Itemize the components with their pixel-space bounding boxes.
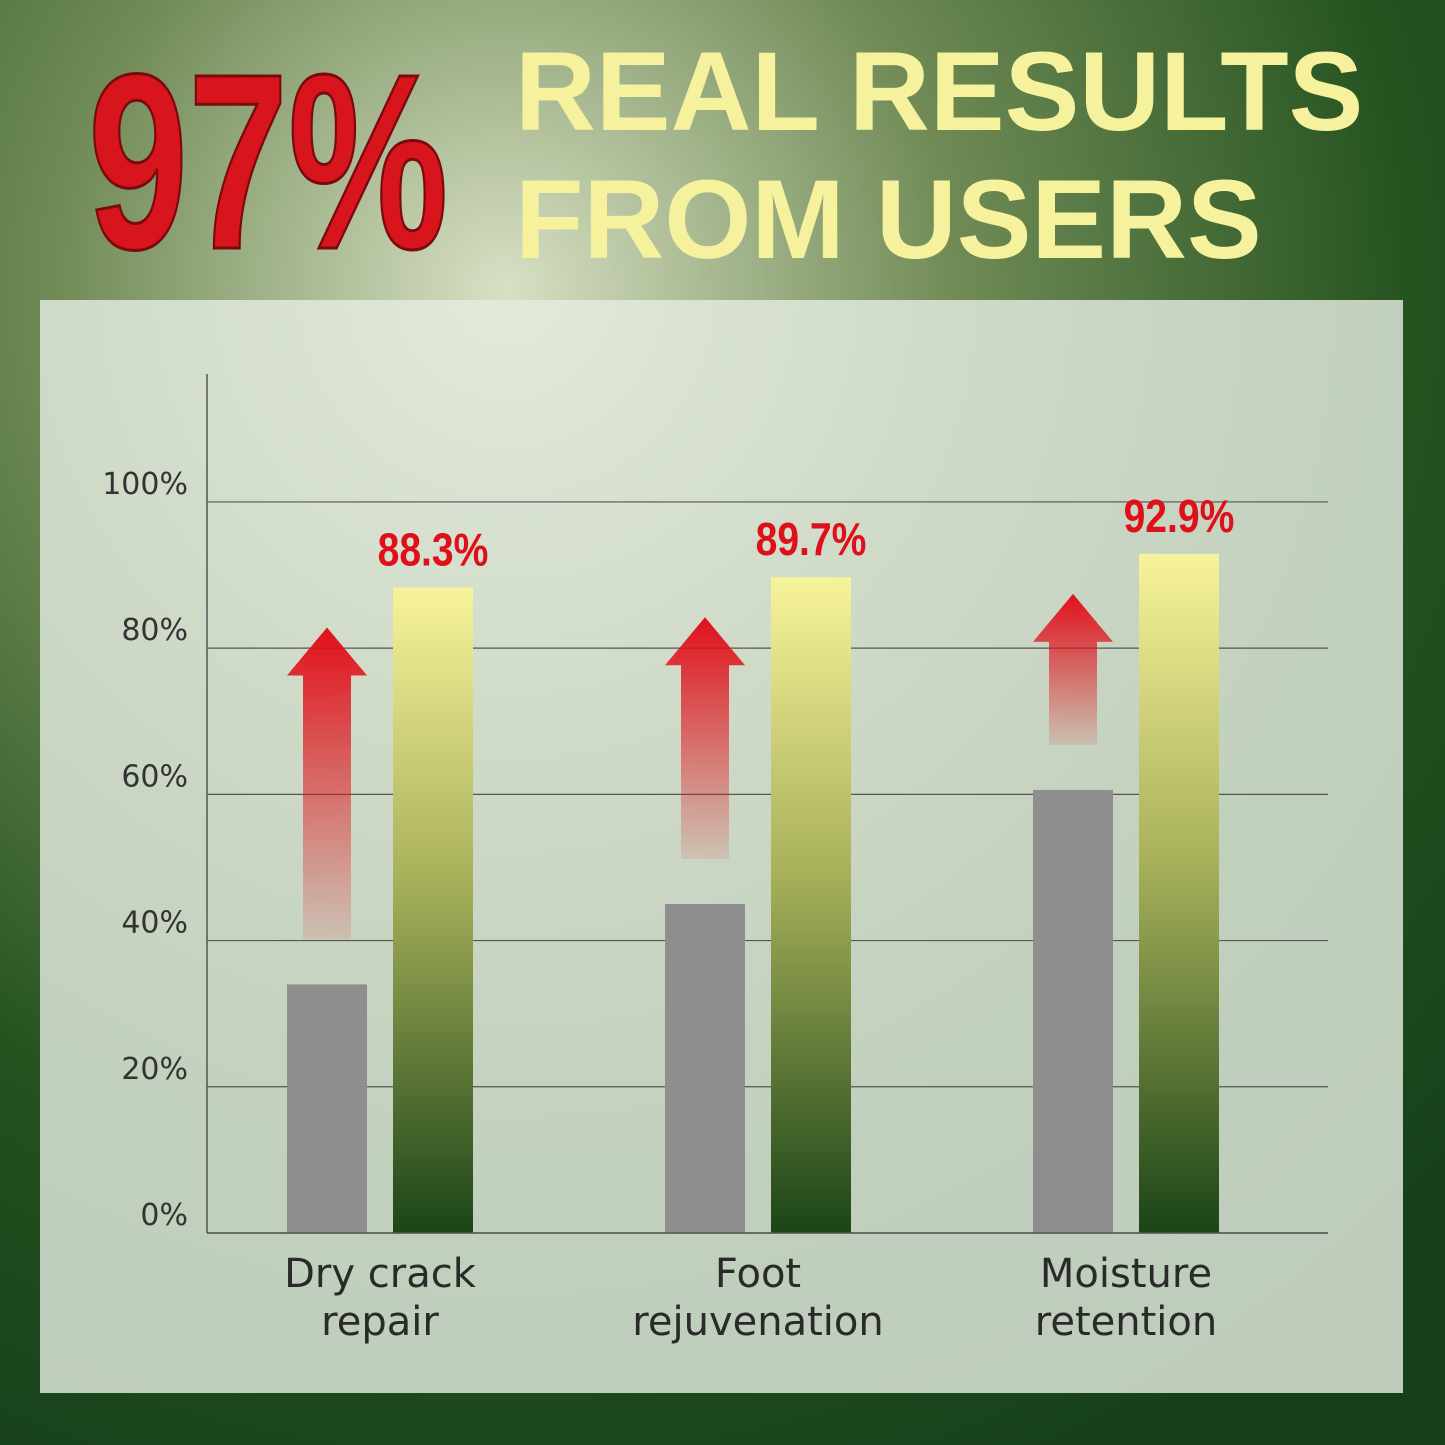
y-tick-label: 80% [121,613,188,648]
title-line: FROM USERS [515,157,1262,282]
y-tick-label: 60% [121,759,188,794]
x-tick-label: Foot rejuvenation [632,1251,884,1345]
value-label: 92.9% [1124,491,1235,543]
value-label: 89.7% [756,514,867,566]
y-tick-label: 100% [102,467,188,502]
bar [1139,553,1219,1233]
y-tick-label: 20% [121,1052,188,1087]
title-highlight: 97% [88,23,448,302]
bar [771,577,851,1233]
arrow [1033,593,1113,745]
y-tick-label: 0% [140,1198,188,1233]
x-tick-label: Moisture retention [1034,1251,1218,1345]
bar [665,904,745,1233]
arrow [287,627,367,940]
arrow [665,617,745,860]
bar [287,984,367,1233]
bar [393,587,473,1233]
title-line: REAL RESULTS [515,29,1363,154]
y-tick-label: 40% [121,906,188,941]
x-tick-label: Dry crack repair [284,1251,476,1345]
value-label: 88.3% [378,525,489,577]
bar [1033,789,1113,1233]
